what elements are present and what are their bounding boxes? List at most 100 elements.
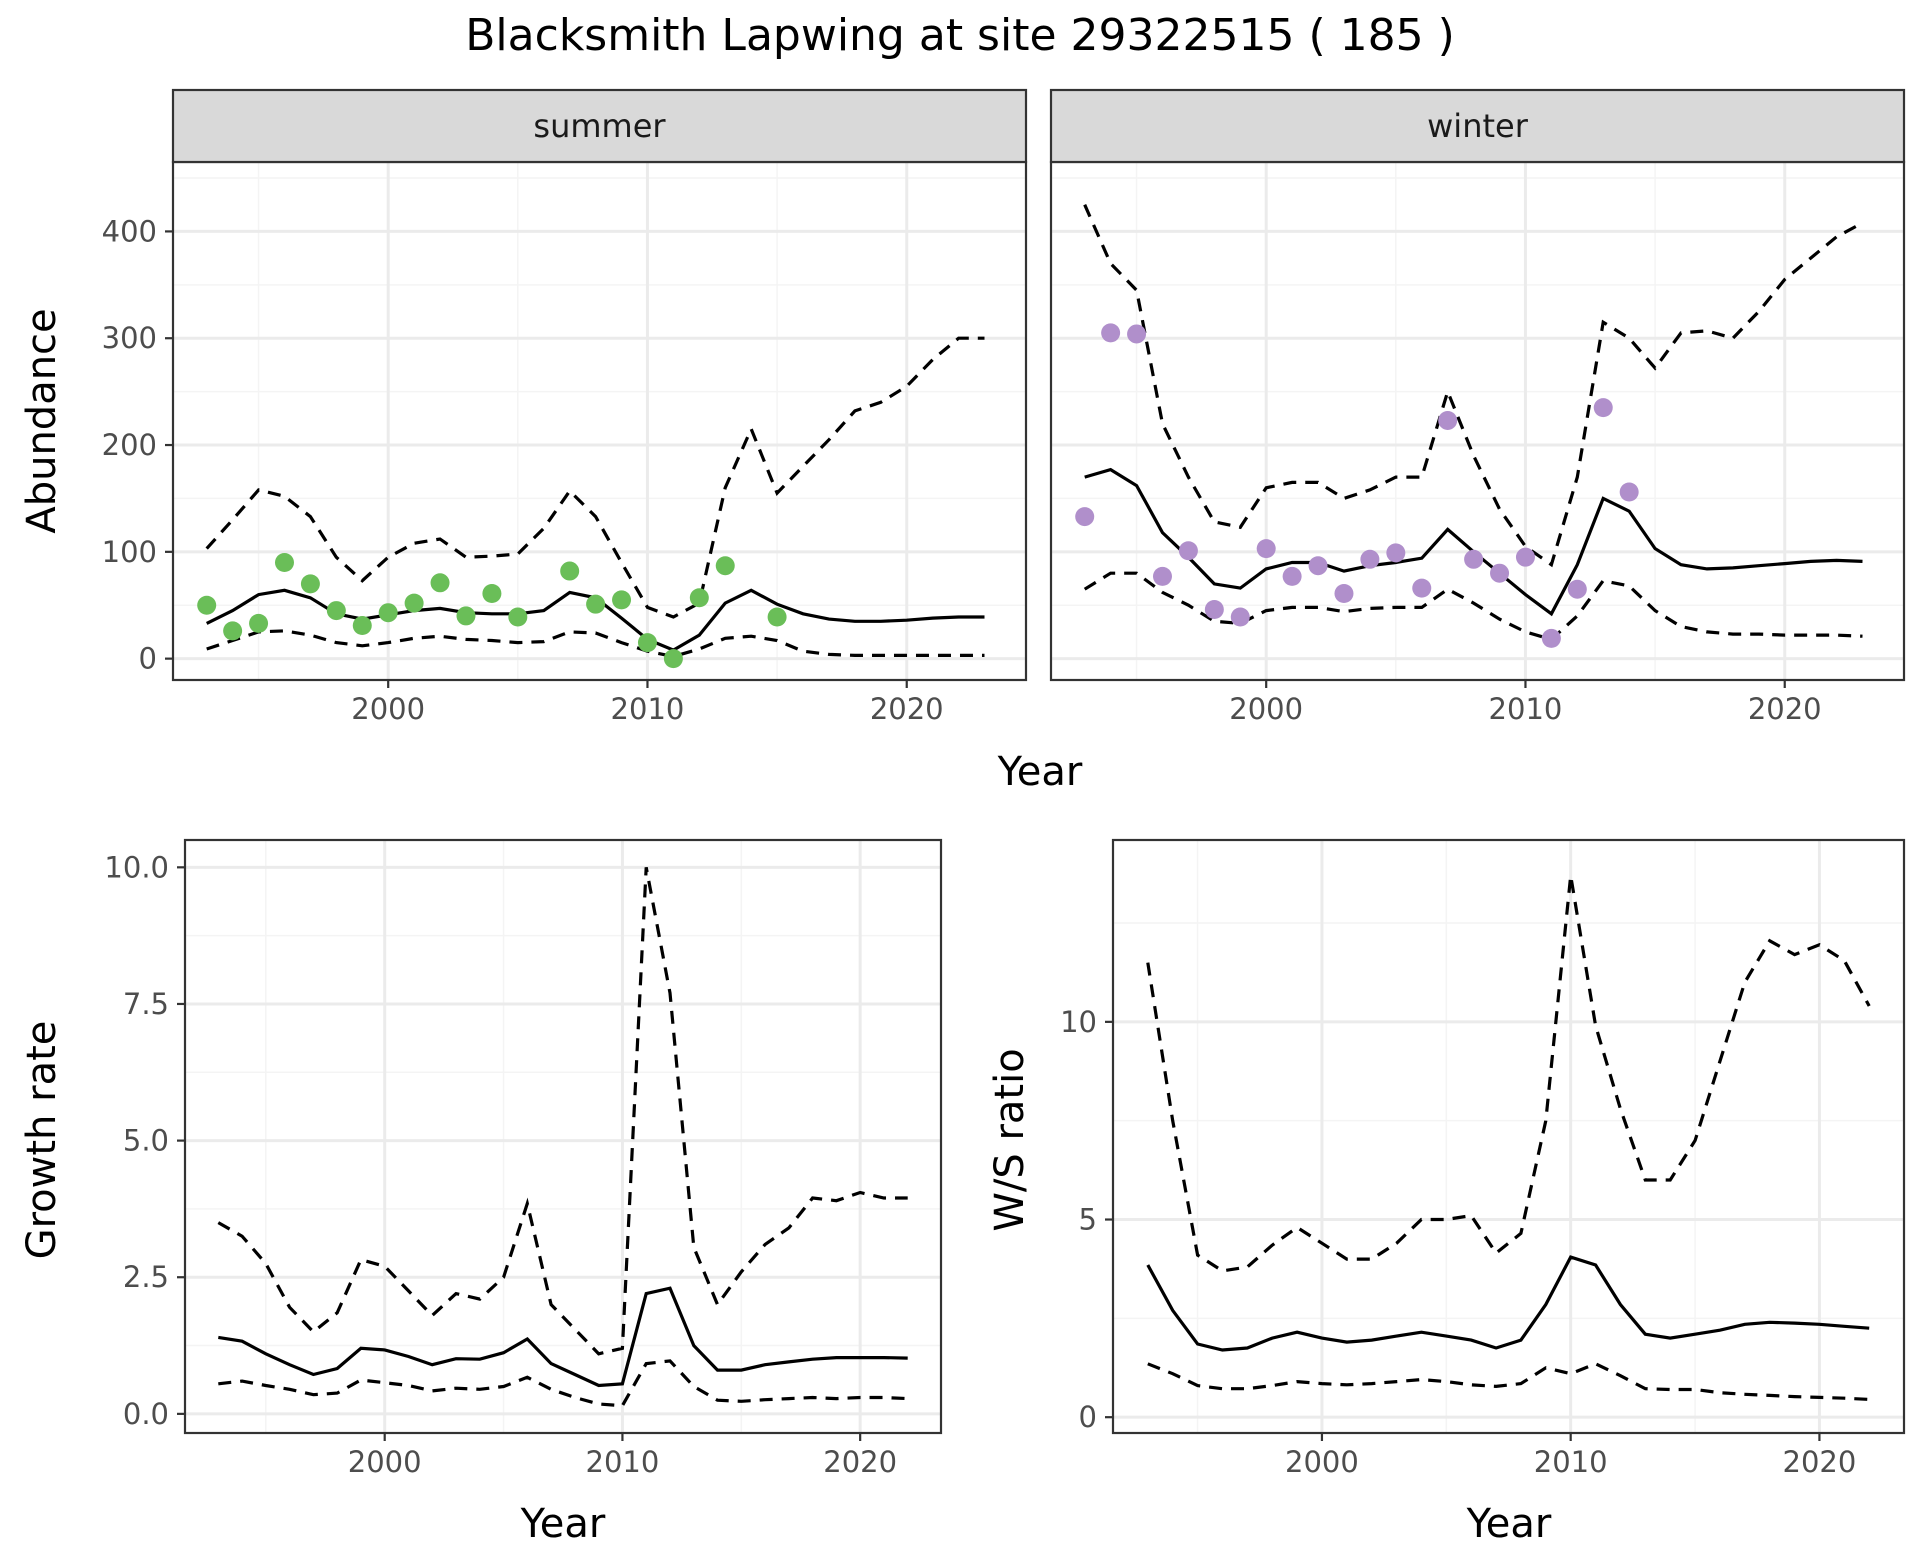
- winter-observed-point: [1619, 482, 1639, 502]
- growth-y-tick-label: 7.5: [123, 987, 169, 1021]
- winter-observed-point: [1438, 410, 1458, 430]
- summer-observed-point: [378, 603, 398, 623]
- summer-observed-point: [274, 553, 294, 573]
- winter-observed-point: [1308, 556, 1328, 576]
- ws-x-tick-label: 2010: [1534, 1445, 1608, 1479]
- winter-strip: [1049, 88, 1906, 164]
- ws-upper-ci-line: [1146, 875, 1871, 1273]
- summer-observed-point: [352, 616, 372, 636]
- winter-observed-point: [1152, 566, 1172, 586]
- winter-observed-point: [1282, 566, 1302, 586]
- summer-observed-point: [560, 561, 580, 581]
- summer-observed-point: [663, 649, 683, 669]
- ws-x-tick-label: 2020: [1783, 1445, 1857, 1479]
- summer-observed-point: [404, 593, 424, 613]
- winter-observed-point: [1178, 541, 1198, 561]
- summer-observed-point: [197, 595, 217, 615]
- growth-rate-chart: 2000 2010 2020 0.0 2.5 5.0 7.5 10.0 Growth rate…: [19, 838, 943, 1547]
- abundance-y-axis-title: Abundance: [19, 308, 65, 533]
- growth-upper-ci-line: [217, 867, 908, 1356]
- figure-title: Blacksmith Lapwing at site 29322515 ( 18…: [465, 10, 1454, 61]
- ws-ratio-chart: 2000 2010 2020 0 5 10 W/S ratio Year: [987, 838, 1906, 1547]
- summer-x-tick-label: 2010: [611, 692, 685, 726]
- ws-panel-border: [1111, 838, 1906, 1435]
- summer-observed-point: [223, 621, 243, 641]
- winter-observed-point: [1464, 549, 1484, 569]
- summer-y-tick-label: 200: [102, 428, 157, 462]
- summer-observed-point: [689, 588, 709, 608]
- summer-observed-point: [249, 613, 269, 633]
- winter-observed-point: [1593, 398, 1613, 418]
- summer-observed-point: [586, 594, 606, 614]
- winter-observed-point: [1127, 324, 1147, 344]
- ws-y-tick-label: 10: [1060, 1005, 1097, 1039]
- ws-y-tick-label: 5: [1079, 1203, 1097, 1237]
- summer-lower-ci-line: [206, 629, 985, 659]
- growth-x-axis-title: Year: [520, 1501, 606, 1547]
- growth-rate-panel: 2000 2010 2020 0.0 2.5 5.0 7.5 10.0: [104, 838, 943, 1479]
- growth-y-axis-title: Growth rate: [19, 1021, 65, 1260]
- winter-observed-point: [1256, 539, 1276, 559]
- ws-x-tick-label: 2000: [1285, 1445, 1359, 1479]
- winter-lower-ci-line: [1083, 571, 1863, 642]
- summer-observed-point: [767, 607, 787, 627]
- summer-observed-point: [715, 556, 735, 576]
- abundance-panel-summer: 2000 2010 2020 0 100 200 300 400 summer: [102, 88, 1028, 726]
- winter-x-tick-label: 2020: [1748, 692, 1822, 726]
- abundance-x-axis-title: Year: [997, 749, 1083, 795]
- summer-x-tick-label: 2020: [870, 692, 944, 726]
- growth-x-tick-label: 2020: [823, 1445, 897, 1479]
- summer-observed-point: [456, 606, 476, 626]
- growth-x-tick-label: 2010: [586, 1445, 660, 1479]
- winter-strip-label: winter: [1427, 107, 1529, 145]
- growth-y-tick-label: 0.0: [123, 1397, 169, 1431]
- winter-x-tick-label: 2000: [1229, 692, 1303, 726]
- winter-observed-point: [1101, 323, 1121, 343]
- summer-observed-point: [326, 601, 346, 621]
- winter-observed-point: [1334, 583, 1354, 603]
- summer-y-tick-label: 0: [139, 642, 157, 676]
- winter-observed-point: [1360, 549, 1380, 569]
- winter-observed-point: [1490, 563, 1510, 583]
- winter-estimate-line: [1084, 467, 1863, 617]
- growth-estimate-line: [218, 1286, 908, 1388]
- winter-observed-point: [1204, 600, 1224, 620]
- winter-panel-border: [1049, 160, 1906, 682]
- ws-y-tick-label: 0: [1079, 1400, 1097, 1434]
- summer-y-tick-label: 100: [102, 535, 157, 569]
- abundance-chart: 2000 2010 2020 0 100 200 300 400 summer 2000 2010…: [19, 88, 1906, 795]
- winter-observed-point: [1230, 607, 1250, 627]
- winter-observed-point: [1386, 543, 1406, 563]
- summer-observed-point: [637, 633, 657, 653]
- winter-observed-point: [1567, 579, 1587, 599]
- summer-strip-label: summer: [533, 107, 666, 145]
- summer-observed-point: [612, 590, 632, 610]
- ws-estimate-line: [1146, 1255, 1870, 1352]
- growth-lower-ci-line: [218, 1359, 908, 1408]
- summer-x-tick-label: 2000: [351, 692, 425, 726]
- growth-x-tick-label: 2000: [348, 1445, 422, 1479]
- summer-strip: [171, 88, 1028, 164]
- winter-upper-ci-line: [1083, 204, 1864, 568]
- ws-ratio-panel: 2000 2010 2020 0 5 10: [1060, 838, 1906, 1479]
- winter-x-tick-label: 2010: [1489, 692, 1563, 726]
- abundance-panel-winter: 2000 2010 2020 winter: [1049, 88, 1906, 726]
- summer-observed-point: [430, 573, 450, 593]
- summer-y-tick-label: 400: [102, 214, 157, 248]
- winter-observed-point: [1075, 507, 1095, 527]
- summer-observed-point: [508, 607, 528, 627]
- winter-observed-point: [1515, 547, 1535, 567]
- ws-lower-ci-line: [1147, 1362, 1870, 1401]
- winter-observed-point: [1412, 578, 1432, 598]
- ws-x-axis-title: Year: [1466, 1501, 1552, 1547]
- summer-upper-ci-line: [205, 336, 985, 619]
- summer-y-tick-label: 300: [102, 321, 157, 355]
- growth-panel-border: [183, 838, 943, 1435]
- growth-y-tick-label: 2.5: [123, 1260, 169, 1294]
- growth-y-tick-label: 10.0: [104, 850, 169, 884]
- ws-y-axis-title: W/S ratio: [987, 1048, 1033, 1231]
- winter-observed-point: [1541, 628, 1561, 648]
- summer-observed-point: [300, 574, 320, 594]
- summer-observed-point: [482, 583, 502, 603]
